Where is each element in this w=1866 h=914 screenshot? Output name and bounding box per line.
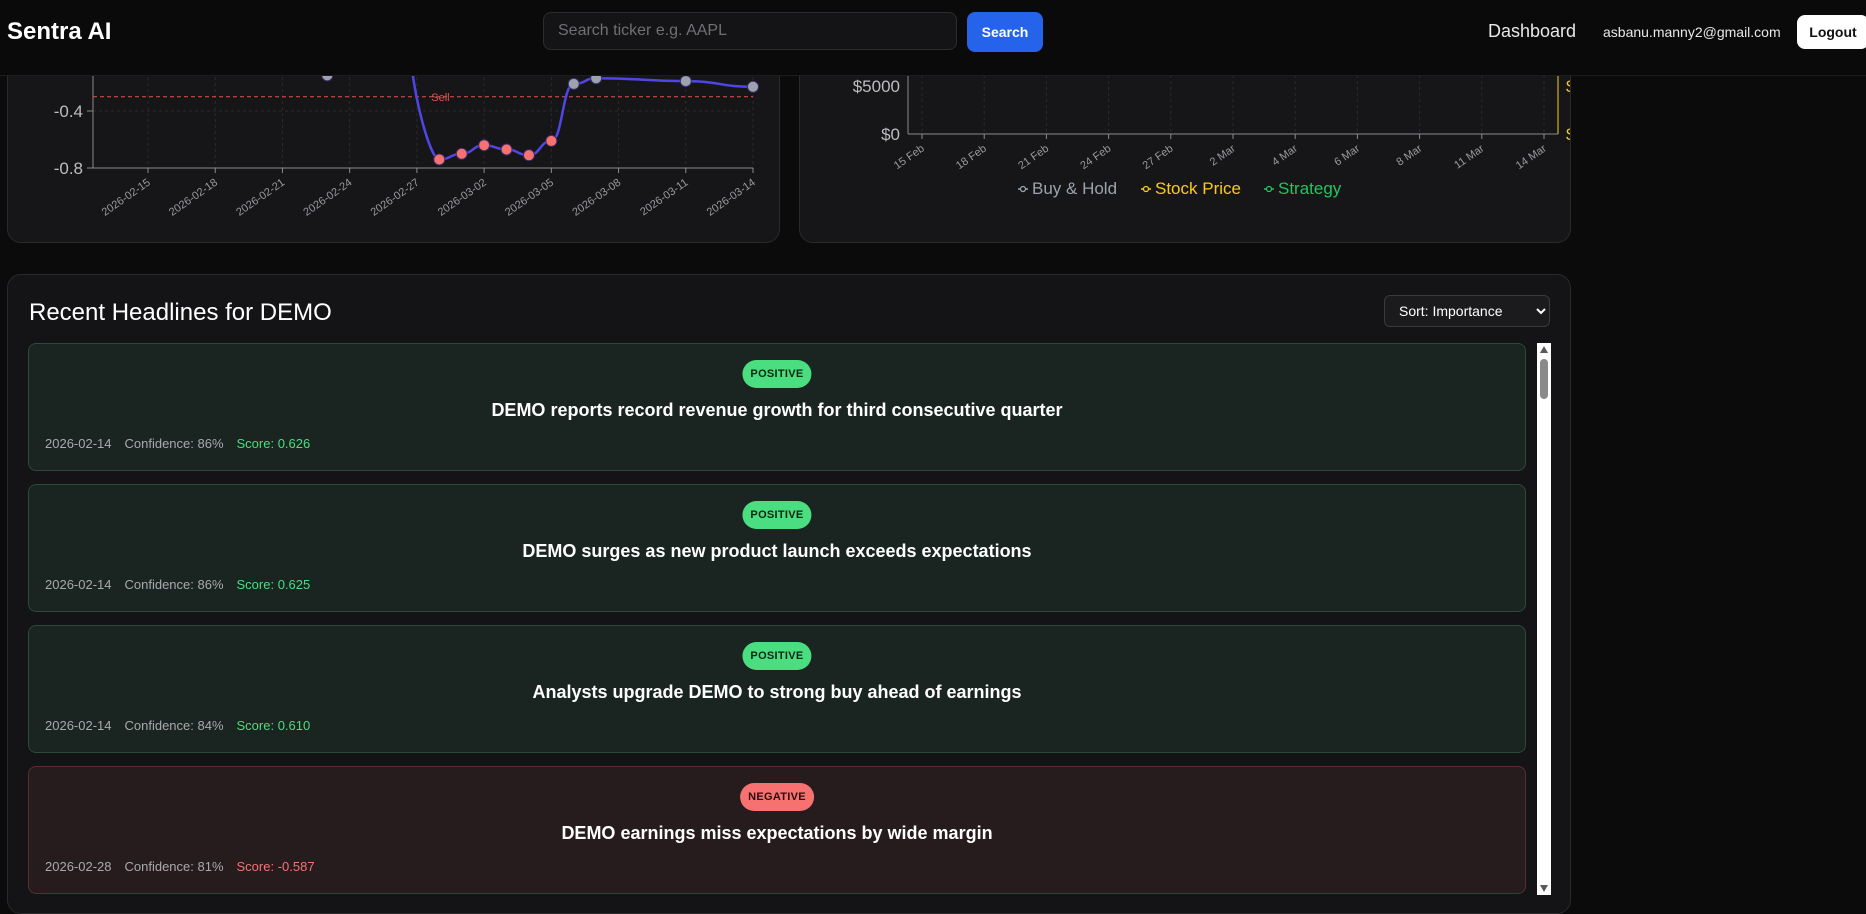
- x-tick-label: 2026-03-14: [705, 177, 758, 219]
- headline-meta: 2026-02-14 Confidence: 84% Score: 0.610: [45, 718, 323, 733]
- legend-marker-dot: [1019, 185, 1027, 193]
- ticker-search-input[interactable]: [543, 12, 957, 50]
- data-point: [679, 75, 692, 88]
- x-tick-label: 6 Mar: [1332, 142, 1362, 168]
- x-tick-label: 2026-02-18: [167, 177, 220, 219]
- x-tick-label: 2026-03-02: [436, 177, 489, 219]
- data-point: [567, 77, 580, 90]
- brand-logo[interactable]: Sentra AI: [7, 18, 112, 45]
- headline-score: Score: 0.610: [236, 718, 311, 733]
- legend-label: Buy & Hold: [1032, 179, 1117, 198]
- x-tick-label: 14 Mar: [1514, 142, 1549, 172]
- x-tick-label: 2026-02-24: [301, 177, 354, 219]
- legend-marker-dot: [1142, 185, 1150, 193]
- data-point: [433, 153, 446, 166]
- headline-text: DEMO reports record revenue growth for t…: [491, 400, 1063, 420]
- x-tick-label: 18 Feb: [954, 143, 989, 172]
- headlines-panel: Recent Headlines for DEMO Sort: Importan…: [7, 274, 1571, 914]
- headline-date: 2026-02-28: [45, 859, 112, 874]
- x-tick-label: 24 Feb: [1078, 143, 1113, 172]
- headline-meta: 2026-02-14 Confidence: 86% Score: 0.625: [45, 577, 323, 592]
- x-tick-label: 2026-02-27: [369, 177, 422, 219]
- top-nav: Sentra AI Search Dashboard asbanu.manny2…: [0, 0, 1866, 76]
- headline-date: 2026-02-14: [45, 577, 112, 592]
- logout-button[interactable]: Logout: [1797, 15, 1866, 49]
- x-tick-label: 2026-03-08: [570, 177, 623, 219]
- sentiment-badge: POSITIVE: [742, 360, 812, 388]
- headline-card[interactable]: POSITIVE DEMO surges as new product laun…: [28, 484, 1526, 612]
- headline-card[interactable]: POSITIVE Analysts upgrade DEMO to strong…: [28, 625, 1526, 753]
- sell-annotation: Sell: [431, 92, 449, 104]
- sentiment-chart: -0.4 -0.8 2026-02-15 2026-02-18 2026-02-21 20…: [54, 60, 759, 219]
- headline-meta: 2026-02-28 Confidence: 81% Score: -0.587: [45, 859, 328, 874]
- headline-date: 2026-02-14: [45, 718, 112, 733]
- x-tick-label: 2026-02-15: [100, 177, 153, 219]
- y-right-tick-label: $45: [1566, 77, 1570, 96]
- data-point: [478, 139, 491, 152]
- y-left-tick-label: $5000: [853, 77, 900, 96]
- sort-select[interactable]: Sort: Importance: [1384, 295, 1550, 327]
- legend-label: Strategy: [1278, 179, 1342, 198]
- x-tick-label: 21 Feb: [1016, 143, 1051, 172]
- headline-card[interactable]: POSITIVE DEMO reports record revenue gro…: [28, 343, 1526, 471]
- data-point: [522, 149, 535, 162]
- headline-meta: 2026-02-14 Confidence: 86% Score: 0.626: [45, 436, 323, 451]
- search-button[interactable]: Search: [967, 12, 1043, 52]
- headlines-list[interactable]: POSITIVE DEMO reports record revenue gro…: [28, 343, 1528, 895]
- x-tick-label: 2 Mar: [1208, 142, 1238, 168]
- headline-confidence: Confidence: 81%: [124, 859, 224, 874]
- legend-label: Stock Price: [1155, 179, 1241, 198]
- scroll-up-arrow-icon[interactable]: [1540, 346, 1548, 353]
- data-point: [747, 80, 759, 93]
- sentiment-badge: NEGATIVE: [740, 783, 814, 811]
- x-tick-label: 2026-03-11: [638, 177, 690, 219]
- headline-confidence: Confidence: 86%: [124, 436, 224, 451]
- nav-dashboard-link[interactable]: Dashboard: [1488, 21, 1577, 41]
- headline-text: DEMO earnings miss expectations by wide …: [561, 823, 993, 843]
- x-tick-label: 8 Mar: [1394, 142, 1424, 168]
- y-right-tick-label: $0: [1566, 125, 1570, 144]
- headline-text: Analysts upgrade DEMO to strong buy ahea…: [532, 682, 1022, 702]
- headlines-scrollbar[interactable]: [1537, 343, 1551, 895]
- headline-confidence: Confidence: 84%: [124, 718, 224, 733]
- headline-card[interactable]: NEGATIVE DEMO earnings miss expectations…: [28, 766, 1526, 894]
- x-tick-label: 27 Feb: [1141, 143, 1176, 172]
- x-tick-label: 2026-02-21: [234, 177, 287, 219]
- sentiment-badge: POSITIVE: [742, 501, 812, 529]
- scroll-thumb[interactable]: [1540, 359, 1548, 399]
- data-point: [500, 143, 513, 156]
- headline-score: Score: 0.625: [236, 577, 311, 592]
- headline-text: DEMO surges as new product launch exceed…: [522, 541, 1032, 561]
- headline-score: Score: 0.626: [236, 436, 311, 451]
- y-left-tick-label: $0: [881, 125, 900, 144]
- x-tick-label: 15 Feb: [892, 143, 927, 172]
- x-tick-label: 2026-03-05: [503, 177, 556, 219]
- legend-marker-dot: [1265, 185, 1273, 193]
- headline-score: Score: -0.587: [236, 859, 315, 874]
- headline-confidence: Confidence: 86%: [124, 577, 224, 592]
- x-tick-label: 11 Mar: [1452, 142, 1487, 171]
- scroll-down-arrow-icon[interactable]: [1540, 885, 1548, 892]
- headline-date: 2026-02-14: [45, 436, 112, 451]
- data-point: [545, 134, 558, 147]
- sentiment-badge: POSITIVE: [742, 642, 812, 670]
- user-email: asbanu.manny2@gmail.com: [1603, 24, 1781, 40]
- y-tick-label: -0.4: [54, 102, 83, 121]
- y-tick-label: -0.8: [54, 159, 83, 178]
- backtest-chart: 15 Feb 18 Feb 21 Feb 24 Feb 27 Feb 2 Mar 4 Mar…: [853, 51, 1594, 198]
- x-tick-label: 4 Mar: [1270, 142, 1300, 168]
- data-point: [455, 147, 468, 160]
- headlines-title: Recent Headlines for DEMO: [29, 299, 332, 326]
